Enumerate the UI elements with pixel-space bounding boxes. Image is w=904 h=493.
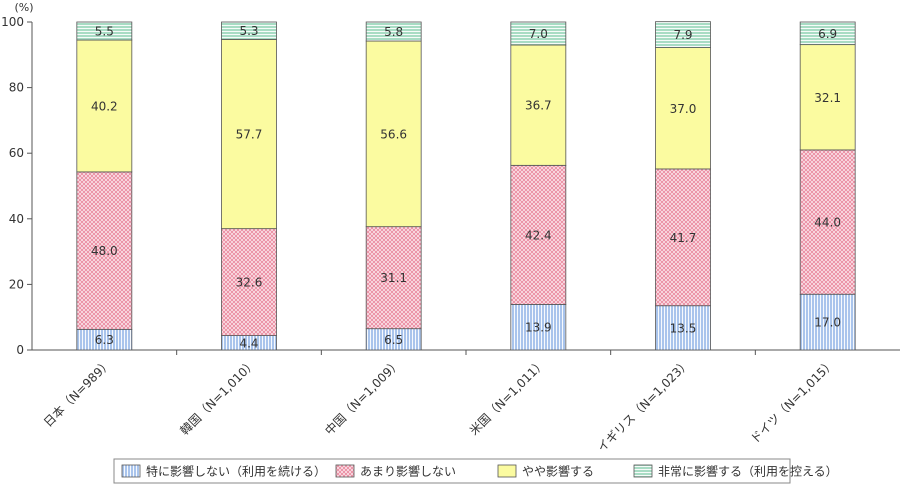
data-label: 6.5: [384, 333, 403, 347]
bar-segment-s1-c2: [365, 226, 422, 330]
data-label: 4.4: [239, 336, 258, 350]
bar-segment-s3-c0: [76, 21, 133, 41]
bar-segment-s1-c4: [655, 168, 711, 307]
y-tick-label: 40: [9, 212, 24, 226]
bar-segment-s2-c4: [655, 47, 711, 170]
data-label: 31.1: [380, 271, 407, 285]
bar-segment-s2-c0: [76, 39, 133, 173]
data-label: 32.1: [814, 91, 841, 105]
bar-segment-s3-c2: [365, 21, 422, 42]
bar-segment-s2-c2: [365, 40, 422, 228]
legend-label: やや影響する: [522, 464, 594, 479]
x-tick-label: 韓国（N=1,010）: [178, 356, 260, 438]
data-label: 5.3: [239, 24, 258, 38]
bar-segment-s3-c4: [655, 21, 711, 48]
data-label: 7.9: [673, 28, 692, 42]
x-tick-label: 中国（N=1,009）: [321, 356, 403, 438]
legend-swatch: [121, 464, 141, 478]
data-label: 13.9: [525, 321, 552, 335]
y-tick-label: 100: [1, 15, 24, 29]
legend-swatch: [633, 464, 653, 478]
data-label: 6.9: [818, 27, 837, 41]
bar-segment-s2-c5: [799, 44, 856, 151]
bar-segment-s3-c3: [510, 21, 567, 46]
data-label: 44.0: [814, 216, 841, 230]
bar-segment-s1-c3: [510, 164, 567, 305]
data-label: 41.7: [670, 231, 697, 245]
data-label: 37.0: [670, 102, 697, 116]
bar-segment-s3-c5: [799, 21, 856, 46]
y-tick-label: 20: [9, 277, 24, 291]
data-label: 40.2: [91, 99, 118, 113]
bar-segment-s1-c5: [799, 149, 856, 295]
data-label: 5.5: [95, 25, 114, 39]
bar-segment-s3-c1: [221, 21, 277, 40]
legend-label: 特に影響しない（利用を続ける）: [146, 464, 326, 479]
x-tick-label: ドイツ（N=1,015）: [748, 356, 838, 446]
legend-swatch: [335, 464, 355, 478]
bar-segment-s2-c3: [510, 44, 567, 166]
data-label: 7.0: [529, 27, 548, 41]
legend-label: 非常に影響する（利用を控える）: [658, 464, 838, 479]
x-tick-label: 米国（N=1,011）: [467, 356, 549, 438]
x-tick-label: イギリス（N=1,023）: [595, 356, 694, 455]
data-label: 6.3: [95, 333, 114, 347]
legend-label: あまり影響しない: [360, 464, 456, 479]
bar-segment-s0-c5: [799, 293, 856, 351]
bar-segment-s0-c3: [510, 304, 567, 351]
data-label: 32.6: [236, 276, 263, 290]
y-tick-label: 0: [16, 343, 24, 357]
data-label: 36.7: [525, 99, 552, 113]
data-label: 17.0: [814, 316, 841, 330]
bar-segment-s1-c0: [76, 171, 133, 330]
y-tick-label: 80: [9, 81, 24, 95]
legend-swatch: [497, 464, 517, 478]
data-label: 48.0: [91, 244, 118, 258]
data-label: 5.8: [384, 25, 403, 39]
data-label: 57.7: [236, 128, 263, 142]
data-label: 13.5: [670, 321, 697, 335]
y-tick-label: 60: [9, 146, 24, 160]
data-label: 42.4: [525, 228, 552, 242]
x-tick-label: 日本（N=989）: [41, 356, 114, 429]
data-label: 56.6: [380, 127, 407, 141]
legend-box: [113, 458, 791, 484]
bar-segment-s1-c1: [221, 228, 277, 336]
y-unit-label: (%): [14, 1, 33, 14]
